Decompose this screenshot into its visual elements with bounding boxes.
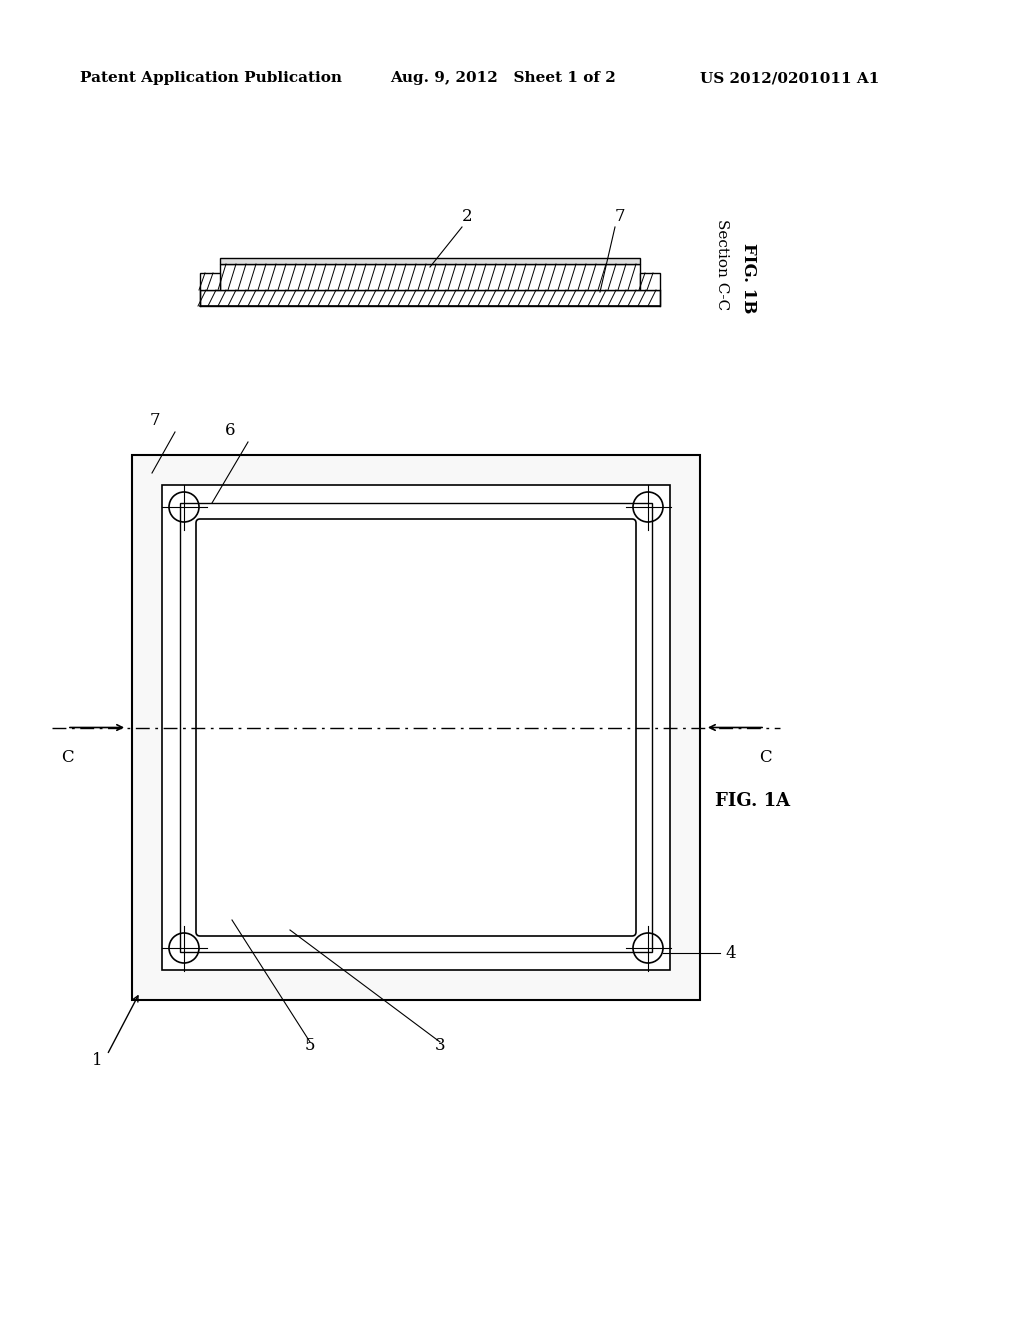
Text: FIG. 1A: FIG. 1A — [715, 792, 791, 810]
Bar — [162, 484, 670, 970]
Text: US 2012/0201011 A1: US 2012/0201011 A1 — [700, 71, 880, 84]
Bar — [220, 264, 640, 290]
Bar — [200, 290, 660, 306]
Text: 4: 4 — [725, 945, 735, 961]
Text: 2: 2 — [462, 209, 472, 224]
Bar — [220, 257, 640, 264]
Text: 5: 5 — [305, 1038, 315, 1053]
Text: C: C — [759, 750, 771, 767]
Text: 3: 3 — [434, 1038, 445, 1053]
Text: Aug. 9, 2012   Sheet 1 of 2: Aug. 9, 2012 Sheet 1 of 2 — [390, 71, 615, 84]
Bar — [132, 455, 700, 1001]
Text: 6: 6 — [224, 422, 236, 440]
Text: 7: 7 — [614, 209, 626, 224]
Text: 7: 7 — [150, 412, 161, 429]
Text: Section C-C: Section C-C — [715, 219, 729, 310]
Bar — [180, 503, 652, 952]
Bar — [200, 273, 220, 290]
Text: Patent Application Publication: Patent Application Publication — [80, 71, 342, 84]
Text: C: C — [60, 750, 74, 767]
FancyBboxPatch shape — [196, 519, 636, 936]
Text: FIG. 1B: FIG. 1B — [739, 243, 757, 313]
Bar — [640, 273, 660, 290]
Text: 1: 1 — [92, 1052, 102, 1069]
